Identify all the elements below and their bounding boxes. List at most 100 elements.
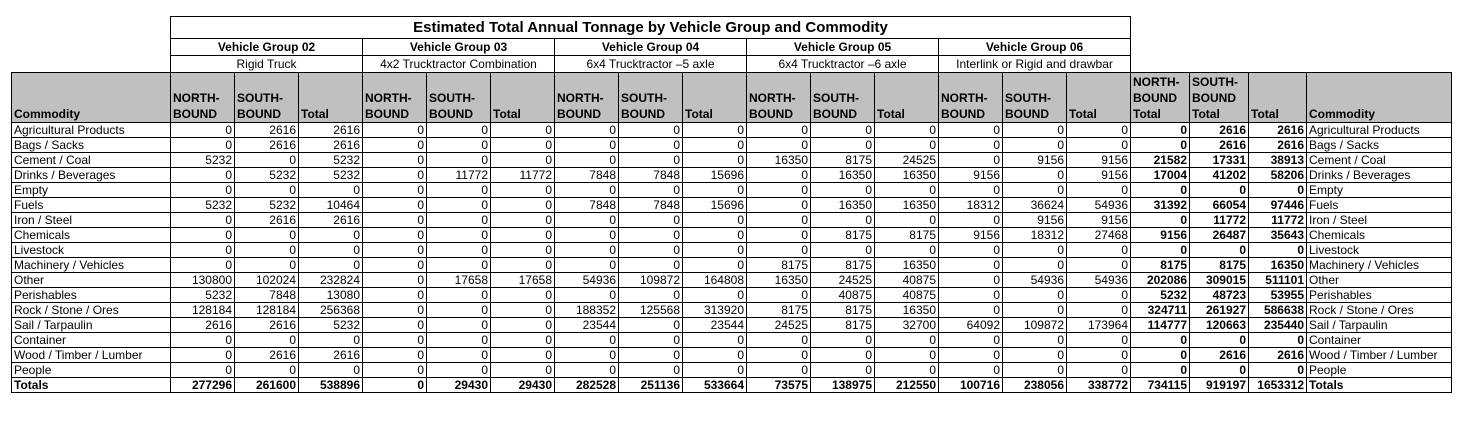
overall-total-cell: 2616 <box>1248 122 1307 138</box>
value-cell: 7848 <box>618 197 683 213</box>
value-cell: 0 <box>618 362 683 378</box>
value-cell: 164808 <box>682 272 747 288</box>
value-cell: 0 <box>490 152 555 168</box>
southbound-total-header: SOUTH-BOUND Total <box>1189 72 1249 123</box>
table-row: Sail / Tarpaulin 2616 2616 5232 0 0 0 23544 0 235… <box>11 317 1452 333</box>
value-cell: 15696 <box>682 197 747 213</box>
value-cell: 0 <box>298 227 363 243</box>
value-cell: 0 <box>490 122 555 138</box>
value-cell: 0 <box>490 212 555 228</box>
commodity-label-right: Rock / Stone / Ores <box>1306 302 1452 318</box>
value-cell: 0 <box>938 242 1003 258</box>
value-cell: 0 <box>554 362 619 378</box>
value-cell: 0 <box>426 287 491 303</box>
value-cell: 0 <box>170 137 235 153</box>
overall-total-cell: 21582 <box>1130 152 1190 168</box>
value-cell: 0 <box>938 137 1003 153</box>
value-cell: 0 <box>362 182 427 198</box>
overall-total-cell: 0 <box>1248 182 1307 198</box>
commodity-label-right: Wood / Timber / Lumber <box>1306 347 1452 363</box>
value-cell: 0 <box>938 122 1003 138</box>
commodity-label-right: Empty <box>1306 182 1452 198</box>
value-cell: 130800 <box>170 272 235 288</box>
commodity-label-right: Livestock <box>1306 242 1452 258</box>
value-cell: 0 <box>362 242 427 258</box>
totals-row: Totals 277296 261600 538896 0 29430 29430 28252… <box>11 377 1452 393</box>
commodity-header: Commodity <box>11 72 171 123</box>
group-name: Vehicle Group 02 <box>170 38 363 56</box>
value-cell: 5232 <box>234 167 299 183</box>
value-cell: 2616 <box>298 212 363 228</box>
value-cell: 0 <box>170 227 235 243</box>
southbound-header: SOUTH-BOUND <box>234 72 299 123</box>
table-row: Wood / Timber / Lumber 0 2616 2616 0 0 0 0 0 0 0 0 0… <box>11 347 1452 363</box>
value-cell: 0 <box>682 362 747 378</box>
overall-total-cell: 9156 <box>1130 227 1190 243</box>
value-cell: 16350 <box>810 167 875 183</box>
value-cell: 0 <box>362 167 427 183</box>
value-cell: 24525 <box>874 152 939 168</box>
value-cell: 40875 <box>874 272 939 288</box>
value-cell: 11772 <box>426 167 491 183</box>
value-cell: 0 <box>874 332 939 348</box>
value-cell: 0 <box>1066 287 1131 303</box>
group-name: Vehicle Group 03 <box>362 38 555 56</box>
value-cell: 0 <box>938 347 1003 363</box>
commodity-label: Totals <box>11 377 171 393</box>
group-type: Interlink or Rigid and drawbar <box>938 55 1131 73</box>
table-row: Perishables 5232 7848 13080 0 0 0 0 0 0 0 40875 4087… <box>11 287 1452 303</box>
value-cell: 0 <box>938 212 1003 228</box>
value-cell: 0 <box>426 227 491 243</box>
value-cell: 0 <box>938 302 1003 318</box>
overall-total-cell: 17331 <box>1189 152 1249 168</box>
value-cell: 0 <box>362 362 427 378</box>
value-cell: 256368 <box>298 302 363 318</box>
value-cell: 0 <box>810 137 875 153</box>
overall-total-cell: 0 <box>1189 332 1249 348</box>
value-cell: 0 <box>362 377 427 393</box>
table-row: Chemicals 0 0 0 0 0 0 0 0 0 0 8175 8175 9156 18312 2746… <box>11 227 1452 243</box>
value-cell: 0 <box>170 212 235 228</box>
value-cell: 0 <box>810 332 875 348</box>
value-cell: 5232 <box>298 152 363 168</box>
value-cell: 277296 <box>170 377 235 393</box>
overall-total-cell: 324711 <box>1130 302 1190 318</box>
value-cell: 0 <box>554 332 619 348</box>
value-cell: 0 <box>554 347 619 363</box>
total-header: Total <box>1066 72 1131 123</box>
value-cell: 7848 <box>234 287 299 303</box>
overall-total-cell: 0 <box>1248 362 1307 378</box>
overall-total-cell: 0 <box>1130 182 1190 198</box>
value-cell: 232824 <box>298 272 363 288</box>
value-cell: 0 <box>234 227 299 243</box>
value-cell: 0 <box>746 347 811 363</box>
value-cell: 0 <box>362 272 427 288</box>
commodity-label-right: Totals <box>1306 377 1452 393</box>
value-cell: 2616 <box>234 122 299 138</box>
value-cell: 282528 <box>554 377 619 393</box>
overall-total-cell: 0 <box>1130 362 1190 378</box>
value-cell: 64092 <box>938 317 1003 333</box>
value-cell: 0 <box>554 227 619 243</box>
value-cell: 0 <box>746 212 811 228</box>
value-cell: 0 <box>554 212 619 228</box>
value-cell: 23544 <box>554 317 619 333</box>
value-cell: 10464 <box>298 197 363 213</box>
commodity-label-right: Drinks / Beverages <box>1306 167 1452 183</box>
value-cell: 0 <box>554 137 619 153</box>
value-cell: 0 <box>426 302 491 318</box>
group-type: Rigid Truck <box>170 55 363 73</box>
southbound-header: SOUTH-BOUND <box>426 72 491 123</box>
value-cell: 0 <box>682 182 747 198</box>
overall-total-cell: 2616 <box>1189 137 1249 153</box>
overall-total-cell: 0 <box>1130 332 1190 348</box>
value-cell: 0 <box>682 137 747 153</box>
value-cell: 0 <box>1066 242 1131 258</box>
value-cell: 0 <box>362 212 427 228</box>
value-cell: 128184 <box>170 302 235 318</box>
overall-total-cell: 586638 <box>1248 302 1307 318</box>
value-cell: 100716 <box>938 377 1003 393</box>
value-cell: 0 <box>490 227 555 243</box>
value-cell: 17658 <box>490 272 555 288</box>
value-cell: 338772 <box>1066 377 1131 393</box>
